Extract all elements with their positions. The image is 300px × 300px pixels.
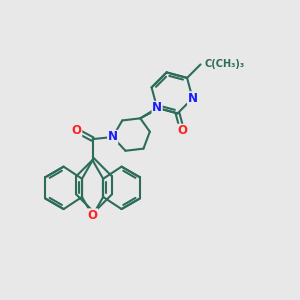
Text: N: N (108, 130, 118, 143)
Text: O: O (72, 124, 82, 137)
Text: N: N (152, 101, 162, 114)
Text: O: O (88, 209, 98, 222)
Text: N: N (188, 92, 198, 105)
Text: C(CH₃)₃: C(CH₃)₃ (205, 59, 245, 69)
Text: O: O (177, 124, 187, 137)
